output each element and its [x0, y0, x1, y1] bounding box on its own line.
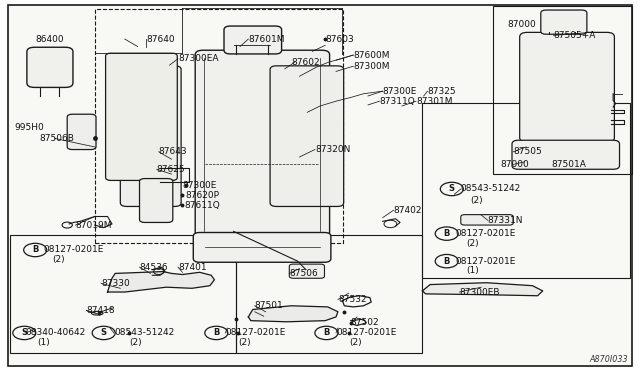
Text: 87418: 87418	[86, 306, 115, 315]
Text: 87301M: 87301M	[416, 97, 452, 106]
Text: 87501A: 87501A	[552, 160, 586, 169]
Text: 08127-0201E: 08127-0201E	[336, 328, 396, 337]
Text: (2): (2)	[470, 196, 483, 205]
Text: B: B	[444, 229, 450, 238]
FancyBboxPatch shape	[520, 32, 614, 142]
Text: 87000: 87000	[500, 160, 529, 169]
Text: 87506B: 87506B	[40, 134, 74, 143]
Bar	[95, 9, 343, 243]
Text: 87300M: 87300M	[353, 62, 390, 71]
Text: 87311Q: 87311Q	[380, 97, 415, 106]
Text: 87600M: 87600M	[353, 51, 390, 60]
Text: B: B	[32, 246, 38, 254]
Text: 87625: 87625	[157, 165, 186, 174]
Text: A870I033: A870I033	[590, 355, 628, 364]
Text: 08127-0201E: 08127-0201E	[225, 328, 285, 337]
Text: 87603: 87603	[325, 35, 354, 44]
FancyBboxPatch shape	[270, 66, 344, 206]
Text: 87502: 87502	[351, 318, 380, 327]
Bar	[10, 235, 236, 353]
Text: (2): (2)	[349, 339, 362, 347]
Text: (1): (1)	[37, 339, 50, 347]
Text: 87330: 87330	[101, 279, 130, 288]
Text: 87402: 87402	[394, 206, 422, 215]
Text: 87643: 87643	[159, 147, 188, 156]
Polygon shape	[108, 272, 214, 292]
Text: 87506: 87506	[289, 269, 318, 278]
Text: 87325: 87325	[428, 87, 456, 96]
Text: 995H0: 995H0	[14, 123, 44, 132]
Text: 08543-51242: 08543-51242	[461, 185, 521, 193]
Text: 87532: 87532	[338, 295, 367, 304]
Text: 87000: 87000	[507, 20, 536, 29]
Text: S: S	[100, 328, 107, 337]
Text: 87620P: 87620P	[186, 191, 220, 200]
Text: 08127-0201E: 08127-0201E	[44, 246, 104, 254]
Text: (2): (2)	[52, 255, 65, 264]
FancyBboxPatch shape	[195, 50, 330, 236]
Text: 08543-51242: 08543-51242	[114, 328, 174, 337]
FancyBboxPatch shape	[193, 232, 331, 262]
FancyBboxPatch shape	[461, 215, 513, 225]
Text: (2): (2)	[466, 239, 479, 248]
FancyBboxPatch shape	[106, 53, 177, 180]
Polygon shape	[248, 306, 338, 322]
Text: 87300E: 87300E	[182, 181, 217, 190]
Text: B: B	[323, 328, 330, 337]
Text: (2): (2)	[238, 339, 251, 347]
Text: S: S	[449, 185, 455, 193]
FancyBboxPatch shape	[289, 264, 324, 278]
Text: 87505+A: 87505+A	[554, 31, 596, 40]
Text: 87640: 87640	[146, 35, 175, 44]
Text: 87601M: 87601M	[248, 35, 285, 44]
Text: 87611Q: 87611Q	[184, 201, 220, 210]
Text: 08340-40642: 08340-40642	[26, 328, 86, 337]
Text: (1): (1)	[466, 266, 479, 275]
FancyBboxPatch shape	[512, 140, 620, 169]
Polygon shape	[422, 283, 543, 296]
Text: 87505: 87505	[513, 147, 542, 156]
FancyBboxPatch shape	[140, 179, 173, 222]
Text: 87300EB: 87300EB	[460, 288, 500, 296]
FancyBboxPatch shape	[541, 10, 587, 34]
FancyBboxPatch shape	[224, 26, 282, 54]
Text: B: B	[444, 257, 450, 266]
Text: 87331N: 87331N	[488, 216, 523, 225]
Text: 08127-0201E: 08127-0201E	[456, 229, 516, 238]
Bar	[422, 103, 630, 278]
Bar	[493, 6, 632, 174]
Text: 87401: 87401	[178, 263, 207, 272]
Text: 86400: 86400	[35, 35, 64, 44]
FancyBboxPatch shape	[120, 66, 181, 206]
Text: B: B	[213, 328, 220, 337]
Text: 87501: 87501	[255, 301, 284, 310]
FancyBboxPatch shape	[67, 114, 96, 150]
Bar	[236, 235, 422, 353]
Text: 87300EA: 87300EA	[178, 54, 218, 63]
Text: 87602: 87602	[291, 58, 320, 67]
Text: 87300E: 87300E	[383, 87, 417, 96]
FancyBboxPatch shape	[27, 47, 73, 87]
Text: 87320N: 87320N	[315, 145, 350, 154]
Text: 84536: 84536	[140, 263, 168, 272]
Text: (2): (2)	[129, 339, 142, 347]
Text: S: S	[21, 328, 28, 337]
Text: 08127-0201E: 08127-0201E	[456, 257, 516, 266]
Text: 87019M: 87019M	[76, 221, 112, 230]
